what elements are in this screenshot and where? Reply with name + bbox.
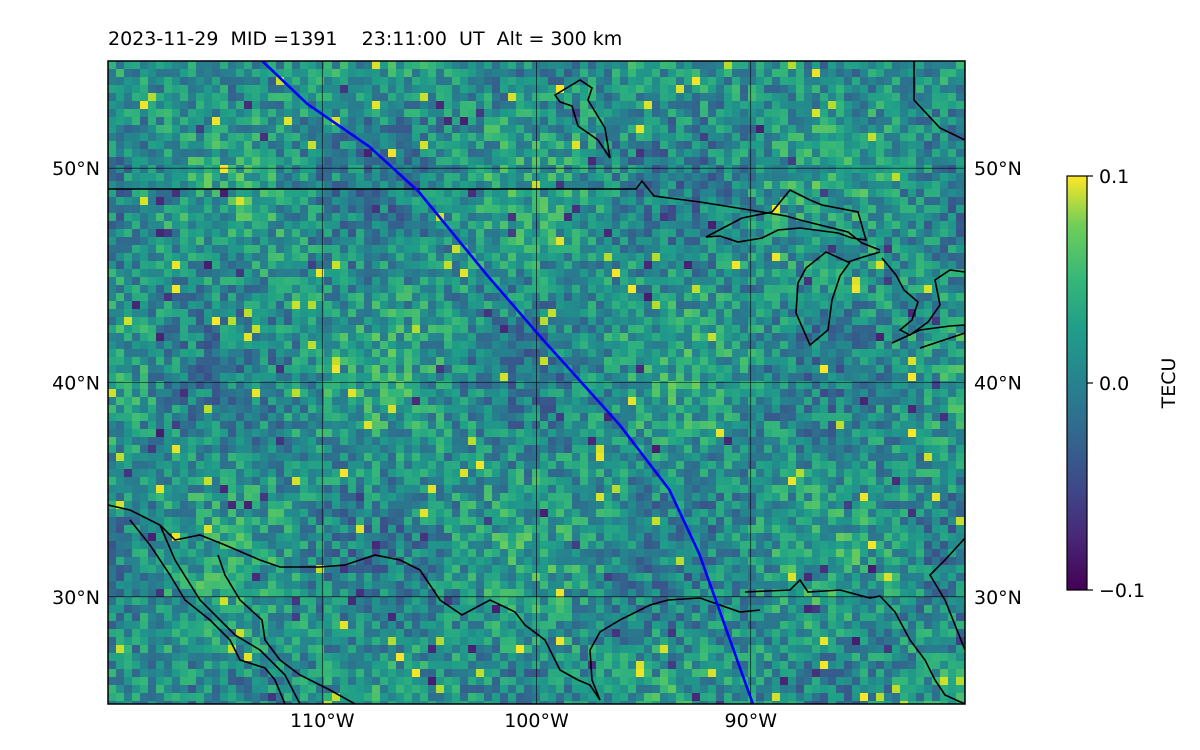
plot-title: 2023-11-29 MID =1391 23:11:00 UT Alt = 3… <box>108 28 622 50</box>
tec-heatmap <box>108 61 965 704</box>
title-time: 23:11:00 UT <box>361 28 485 50</box>
colorbar-tick-label: 0.1 <box>1099 166 1129 188</box>
mexico-interior-line <box>159 524 301 704</box>
coastlines <box>108 61 965 704</box>
colorbar-label: TECU <box>1158 358 1180 410</box>
lat-tick-label-left: 50°N <box>52 158 100 180</box>
title-altitude: Alt = 300 km <box>496 28 623 50</box>
great-lakes-michigan <box>795 251 881 347</box>
northeast-coast <box>913 61 965 141</box>
map-frame <box>107 60 966 705</box>
title-mid: MID =1391 <box>230 28 338 50</box>
great-lakes-huron <box>881 257 965 336</box>
us-gulf-coast <box>744 578 965 704</box>
great-lakes-ontario <box>919 332 965 349</box>
longitude-ticks: 110°W 100°W 90°W <box>290 710 777 732</box>
lon-tick-label: 110°W <box>290 710 355 732</box>
colorbar: 0.1 0.0 −0.1 TECU <box>1066 166 1180 602</box>
lon-tick-label: 90°W <box>725 710 778 732</box>
gulf-of-california-east <box>217 554 356 704</box>
hudson-bay-island <box>553 79 611 159</box>
colorbar-tick-label: −0.1 <box>1099 580 1145 602</box>
great-lakes-superior <box>705 188 868 243</box>
mexico-gulf-coast <box>589 597 761 701</box>
lat-tick-label-right: 30°N <box>974 587 1022 609</box>
colorbar-tick-label: 0.0 <box>1099 373 1129 395</box>
map-gridlines <box>108 61 965 704</box>
title-date: 2023-11-29 <box>108 28 219 50</box>
baja-california <box>129 519 286 704</box>
lat-tick-label-left: 40°N <box>52 373 100 395</box>
satellite-track <box>261 61 755 704</box>
florida-west <box>928 537 965 651</box>
colorbar-gradient <box>1066 175 1088 591</box>
lat-tick-label-right: 50°N <box>974 158 1022 180</box>
lat-tick-label-right: 40°N <box>974 373 1022 395</box>
colorbar-ticks: 0.1 0.0 −0.1 <box>1087 166 1145 602</box>
latitude-ticks: 30°N 30°N 40°N 40°N 50°N 50°N <box>52 158 1022 609</box>
lon-tick-label: 100°W <box>504 710 569 732</box>
great-lakes-erie <box>891 324 965 344</box>
mexico-border-west <box>108 504 601 701</box>
us-canada-border <box>108 179 881 251</box>
lat-tick-label-left: 30°N <box>52 587 100 609</box>
